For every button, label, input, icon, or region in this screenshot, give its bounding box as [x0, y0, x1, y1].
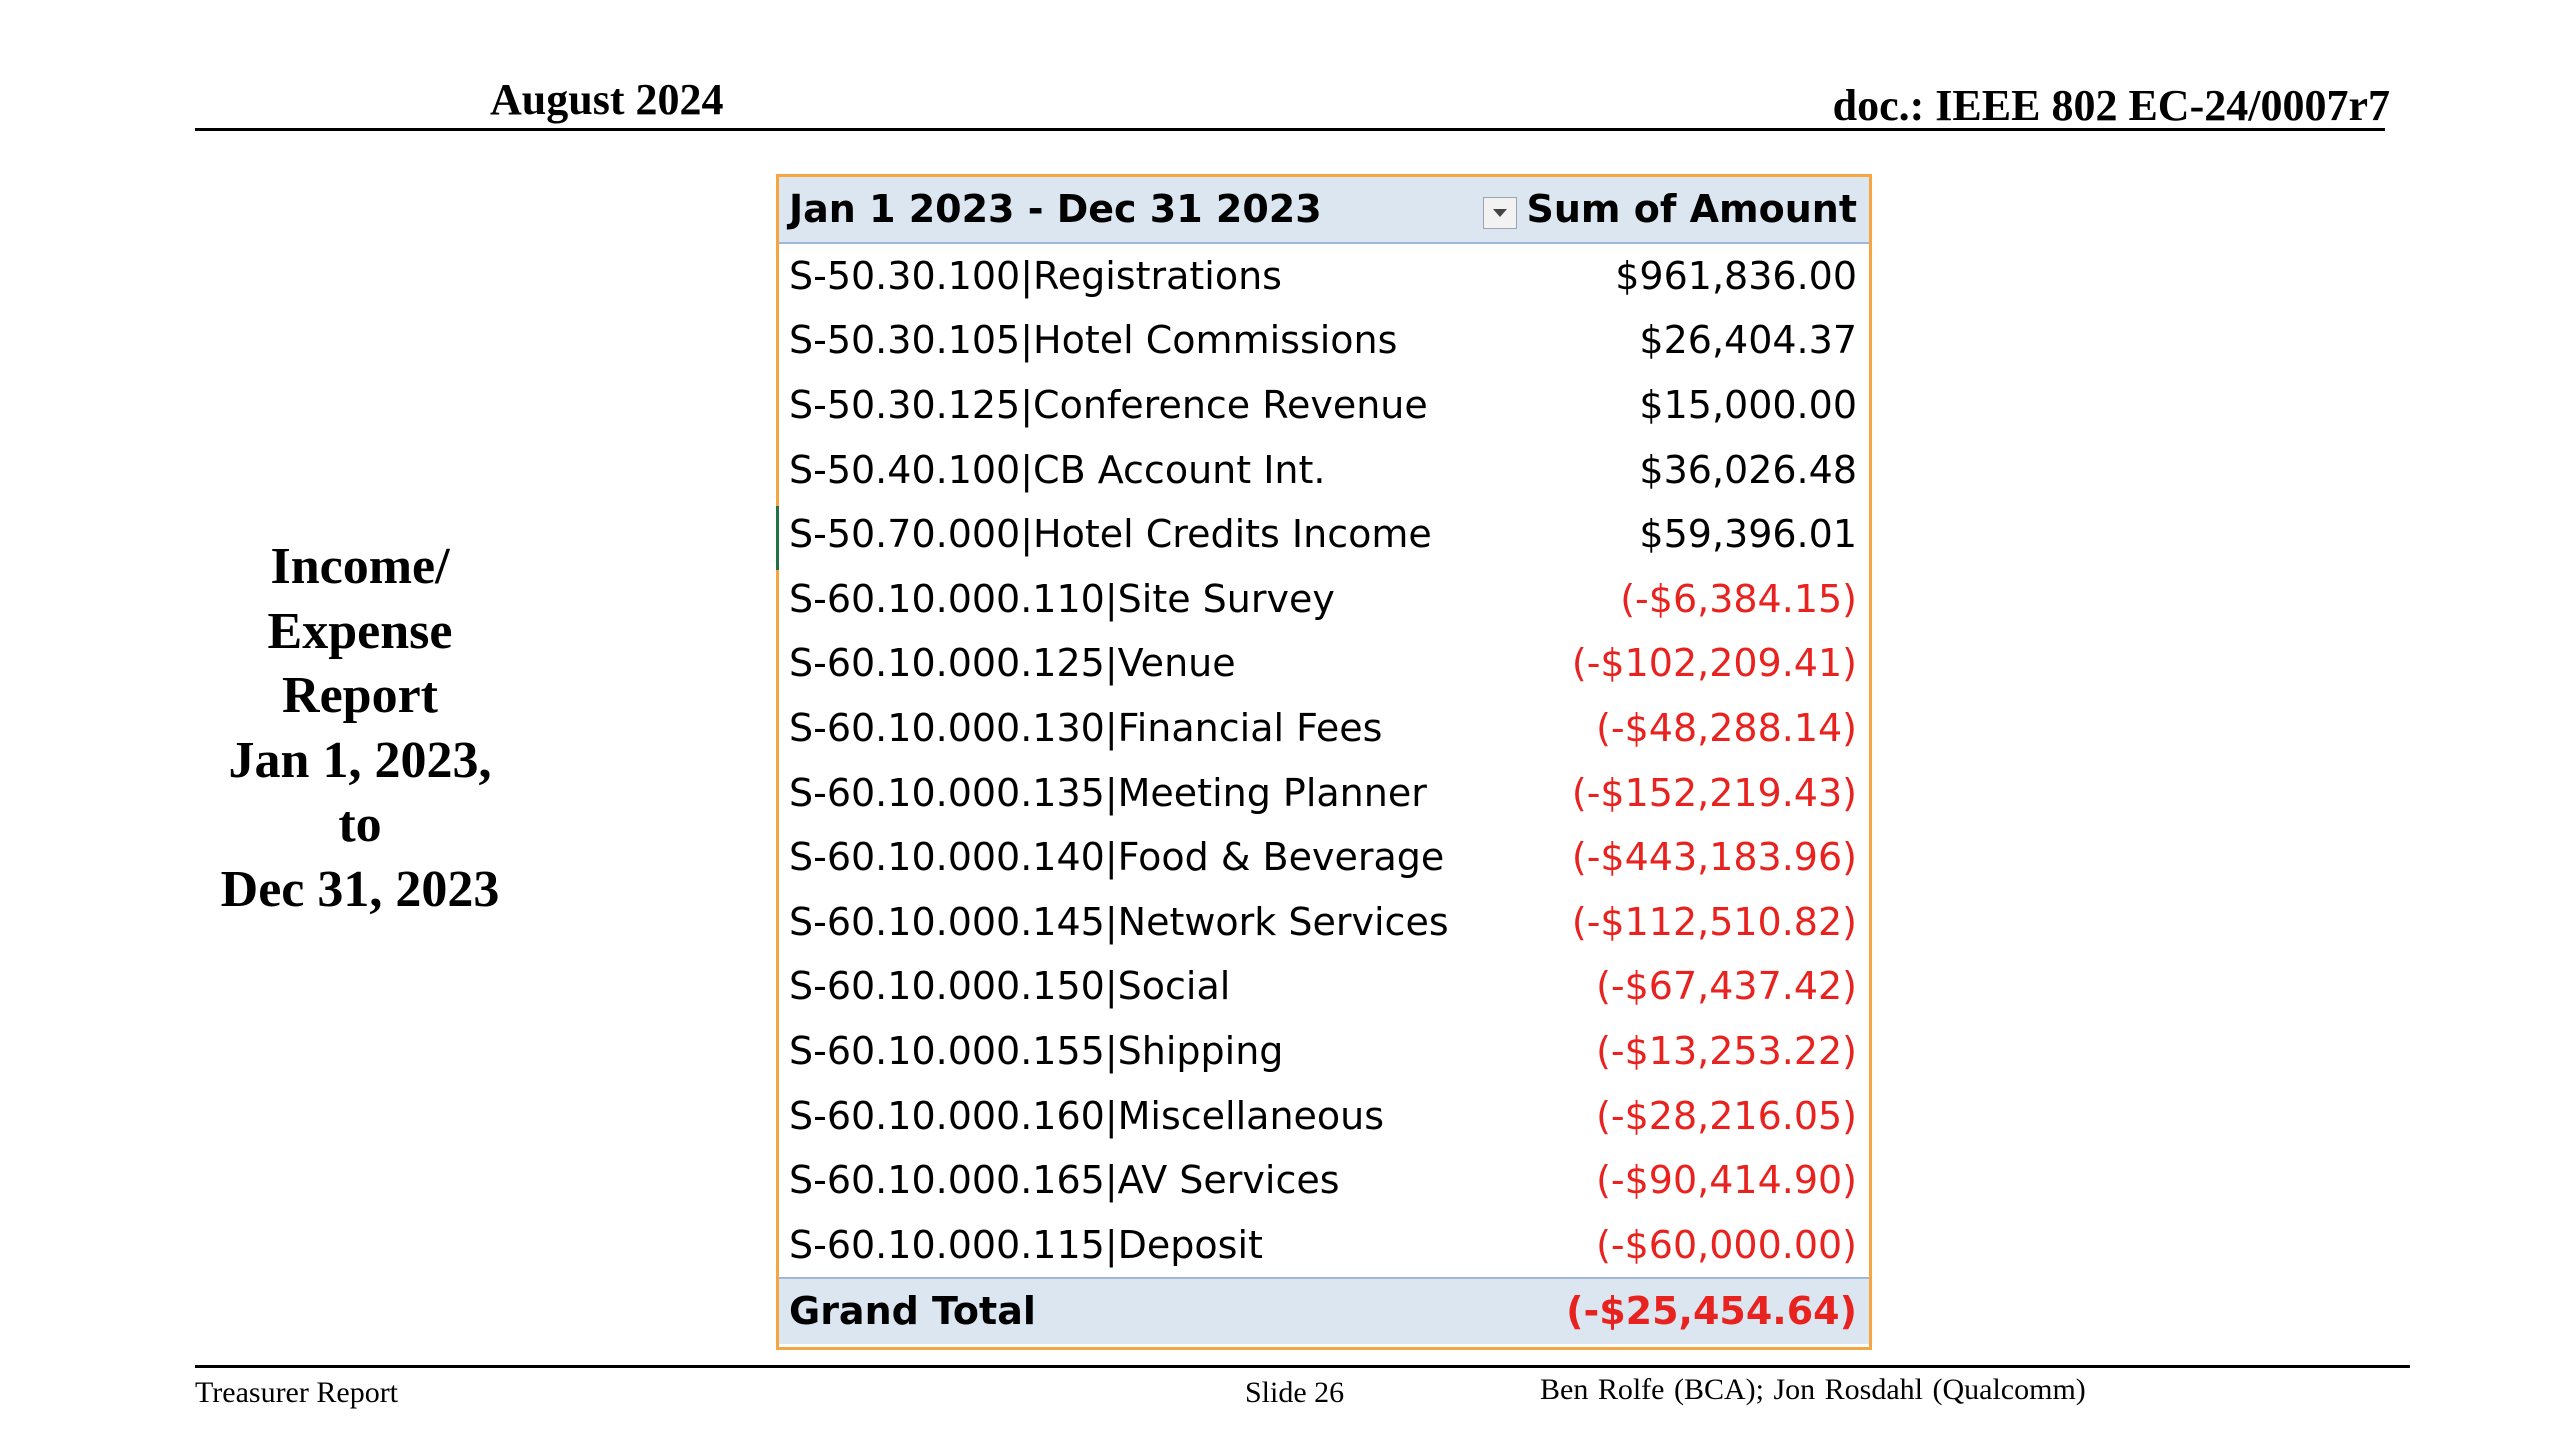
header-date: August 2024: [490, 75, 724, 124]
pivot-row-value: (-$443,183.96): [1571, 835, 1857, 880]
pivot-row-value: (-$102,209.41): [1571, 641, 1857, 686]
pivot-row[interactable]: S-60.10.000.115|Deposit (-$60,000.00): [779, 1213, 1869, 1278]
pivot-row-value: (-$112,510.82): [1571, 899, 1857, 944]
pivot-grand-total-row[interactable]: Grand Total (-$25,454.64): [779, 1277, 1869, 1344]
side-title-line: Expense: [267, 602, 453, 660]
side-title-line: to: [338, 796, 382, 853]
pivot-row[interactable]: S-60.10.000.155|Shipping (-$13,253.22): [779, 1019, 1869, 1084]
pivot-row-value: (-$13,253.22): [1596, 1029, 1857, 1074]
footer-authors: Ben Rolfe (BCA); Jon Rosdahl (Qualcomm): [1540, 1373, 2086, 1406]
pivot-row-label: S-60.10.000.110|Site Survey: [789, 576, 1335, 621]
pivot-row-label: S-60.10.000.125|Venue: [789, 641, 1236, 686]
pivot-row-label: S-60.10.000.140|Food & Beverage: [789, 835, 1445, 880]
header-doc-id: doc.: IEEE 802 EC-24/0007r7: [1832, 81, 2390, 130]
footer-slide-number: Slide 26: [1245, 1376, 1345, 1409]
pivot-row[interactable]: S-60.10.000.135|Meeting Planner (-$152,21…: [779, 760, 1869, 825]
slide-side-title: Income/ Expense Report Jan 1, 2023, to D…: [150, 535, 570, 922]
pivot-row-label: S-50.70.000|Hotel Credits Income: [789, 512, 1432, 557]
pivot-row-value: (-$90,414.90): [1596, 1158, 1857, 1203]
pivot-row-label: S-50.30.105|Hotel Commissions: [789, 318, 1398, 363]
cell-selection-marker: [776, 506, 779, 570]
grand-total-value: (-$25,454.64): [1566, 1289, 1857, 1334]
pivot-body: S-50.30.100|Registrations $961,836.00 S-50…: [779, 244, 1869, 1278]
pivot-row-value: (-$152,219.43): [1571, 770, 1857, 815]
pivot-row[interactable]: S-60.10.000.130|Financial Fees (-$48,288.…: [779, 696, 1869, 761]
side-title-line: Report: [282, 667, 438, 724]
pivot-row-label: S-60.10.000.160|Miscellaneous: [789, 1093, 1385, 1138]
pivot-row-label: S-50.40.100|CB Account Int.: [789, 447, 1326, 492]
pivot-row-label: S-60.10.000.115|Deposit: [789, 1222, 1263, 1267]
side-title-line: Jan 1, 2023,: [228, 731, 492, 789]
pivot-row-value: $26,404.37: [1639, 318, 1857, 363]
pivot-row-label: S-60.10.000.165|AV Services: [789, 1158, 1340, 1203]
pivot-row-label: S-60.10.000.150|Social: [789, 964, 1231, 1009]
pivot-row[interactable]: S-60.10.000.125|Venue (-$102,209.41): [779, 631, 1869, 696]
grand-total-label: Grand Total: [789, 1289, 1036, 1334]
pivot-row-label: S-50.30.125|Conference Revenue: [789, 383, 1428, 428]
pivot-row[interactable]: S-60.10.000.150|Social (-$67,437.42): [779, 954, 1869, 1019]
pivot-row-label: S-60.10.000.130|Financial Fees: [789, 706, 1383, 751]
pivot-row[interactable]: S-50.70.000|Hotel Credits Income $59,396.…: [779, 502, 1869, 567]
pivot-row[interactable]: S-60.10.000.145|Network Services (-$112,5…: [779, 890, 1869, 955]
pivot-header-value: Sum of Amount: [1526, 187, 1858, 232]
footer-left: Treasurer Report: [195, 1376, 399, 1409]
pivot-header-label: Jan 1 2023 - Dec 31 2023: [789, 187, 1322, 232]
pivot-row-value: (-$6,384.15): [1620, 576, 1857, 621]
pivot-row[interactable]: S-60.10.000.160|Miscellaneous (-$28,216.0…: [779, 1083, 1869, 1148]
pivot-row-value: $36,026.48: [1639, 447, 1857, 492]
pivot-row-value: (-$48,288.14): [1596, 706, 1857, 751]
header-rule: [195, 128, 2385, 131]
pivot-row[interactable]: S-50.30.125|Conference Revenue $15,000.00: [779, 373, 1869, 438]
pivot-row-value: (-$67,437.42): [1596, 964, 1857, 1009]
pivot-row-value: (-$60,000.00): [1596, 1222, 1857, 1267]
pivot-row-label: S-60.10.000.155|Shipping: [789, 1029, 1284, 1074]
pivot-row-value: $15,000.00: [1639, 383, 1857, 428]
pivot-row[interactable]: S-60.10.000.165|AV Services (-$90,414.90): [779, 1148, 1869, 1213]
pivot-row[interactable]: S-50.30.105|Hotel Commissions $26,404.37: [779, 308, 1869, 373]
pivot-table: Jan 1 2023 - Dec 31 2023 Sum of Amount S…: [776, 174, 1872, 1350]
pivot-row-label: S-60.10.000.135|Meeting Planner: [789, 770, 1427, 815]
pivot-row-value: $59,396.01: [1639, 512, 1857, 557]
pivot-header-row: Jan 1 2023 - Dec 31 2023 Sum of Amount: [779, 177, 1869, 244]
side-title-line: Dec 31, 2023: [220, 860, 500, 918]
pivot-row[interactable]: S-50.30.100|Registrations $961,836.00: [779, 244, 1869, 309]
footer-rule: [195, 1365, 2410, 1368]
pivot-row[interactable]: S-60.10.000.110|Site Survey (-$6,384.15): [779, 567, 1869, 632]
pivot-row-label: S-50.30.100|Registrations: [789, 253, 1282, 298]
pivot-row-value: $961,836.00: [1615, 253, 1857, 298]
side-title-line: Income/: [270, 538, 450, 595]
pivot-row[interactable]: S-60.10.000.140|Food & Beverage (-$443,18…: [779, 825, 1869, 890]
pivot-row[interactable]: S-50.40.100|CB Account Int. $36,026.48: [779, 437, 1869, 502]
pivot-row-label: S-60.10.000.145|Network Services: [789, 899, 1449, 944]
filter-dropdown-button[interactable]: [1483, 197, 1517, 229]
chevron-down-icon: [1493, 209, 1507, 217]
pivot-row-value: (-$28,216.05): [1596, 1093, 1857, 1138]
